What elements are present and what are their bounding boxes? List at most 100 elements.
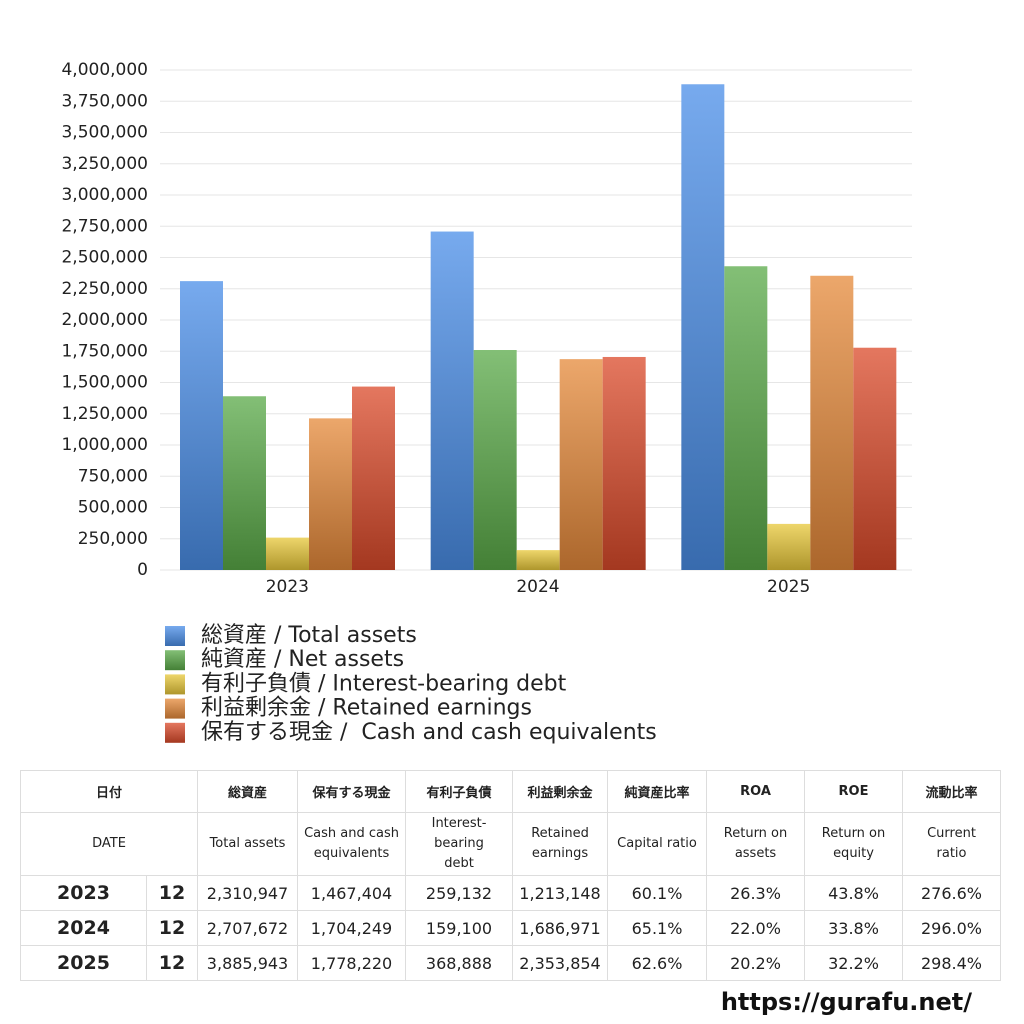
header-row: DATE Total assets Cash and cash equivalent… bbox=[19, 812, 1002, 876]
legend-swatch bbox=[165, 674, 185, 695]
bar bbox=[516, 550, 560, 570]
data-table: 日付 総資産 保有する現金 有利子負債 利益剰余金 純資産比率 ROA ROE 流動比率 DATE… bbox=[19, 770, 1002, 981]
bar bbox=[681, 84, 725, 570]
header-cell: Total assets bbox=[197, 812, 299, 876]
data-row: 2025 12 3,885,943 1,778,220 368,888 2,353,854… bbox=[20, 945, 1002, 981]
table-cell: 60.1% bbox=[607, 875, 708, 911]
y-tick-label: 3,000,000 bbox=[61, 185, 148, 205]
table-cell: 298.4% bbox=[902, 945, 1002, 981]
table-cell: 2,310,947 bbox=[197, 875, 299, 911]
y-tick-label: 1,000,000 bbox=[61, 435, 148, 455]
header-cell: Retained earnings bbox=[512, 812, 609, 876]
legend-swatch bbox=[165, 650, 185, 671]
bar bbox=[473, 350, 517, 570]
legend-label: 利益剰余金 / Retained earnings bbox=[201, 696, 532, 721]
bar bbox=[724, 266, 768, 570]
table-cell: 2023 bbox=[20, 875, 147, 911]
y-tick-label: 2,000,000 bbox=[61, 310, 148, 330]
legend-label: 純資産 / Net assets bbox=[201, 647, 404, 672]
legend-label: 保有する現金 / Cash and cash equivalents bbox=[201, 720, 657, 745]
bar bbox=[180, 281, 223, 570]
x-tick-label: 2024 bbox=[516, 577, 559, 597]
x-tick-label: 2023 bbox=[266, 577, 309, 597]
x-tick-label: 2025 bbox=[767, 577, 810, 597]
y-tick-label: 1,500,000 bbox=[61, 373, 148, 393]
table-cell: 2024 bbox=[20, 910, 147, 946]
header-cell: Interest- bearing debt bbox=[405, 812, 514, 876]
table-cell: 22.0% bbox=[706, 910, 806, 946]
header-cell: Cash and cash equivalents bbox=[297, 812, 407, 876]
y-tick-label: 1,250,000 bbox=[61, 404, 148, 424]
header-cell: Return on equity bbox=[804, 812, 904, 876]
table-cell: 3,885,943 bbox=[197, 945, 299, 981]
table-cell: 43.8% bbox=[804, 875, 904, 911]
header-cell: ROE bbox=[804, 770, 904, 813]
chart: 0 250,000 500,000 750,000 1,000,000 1,250,000… bbox=[61, 60, 912, 745]
y-tick-label: 2,500,000 bbox=[61, 248, 148, 268]
bar bbox=[559, 359, 603, 570]
header-cell: 有利子負債 bbox=[405, 770, 514, 813]
bar bbox=[853, 347, 897, 570]
bar bbox=[430, 231, 474, 570]
table-cell: 32.2% bbox=[804, 945, 904, 981]
header-cell: 日付 bbox=[19, 770, 199, 813]
bar bbox=[223, 396, 266, 570]
table-cell: 12 bbox=[145, 910, 199, 946]
y-tick-label: 1,750,000 bbox=[61, 341, 148, 361]
header-cell: Capital ratio bbox=[607, 812, 708, 876]
legend-swatch bbox=[165, 698, 185, 719]
table-cell: 2,353,854 bbox=[512, 945, 609, 981]
table-cell: 1,213,148 bbox=[512, 875, 609, 911]
header-cell: 総資産 bbox=[197, 770, 299, 813]
bar bbox=[266, 537, 309, 570]
table-cell: 2025 bbox=[20, 945, 147, 981]
table-cell: 1,778,220 bbox=[297, 945, 407, 981]
bar bbox=[767, 523, 811, 570]
y-tick-label: 2,250,000 bbox=[61, 279, 148, 299]
bar bbox=[309, 418, 352, 570]
footer-url: https://gurafu.net/ bbox=[720, 988, 972, 1016]
header-row: 日付 総資産 保有する現金 有利子負債 利益剰余金 純資産比率 ROA ROE 流動比率 bbox=[19, 770, 1002, 813]
y-tick-label: 3,250,000 bbox=[61, 154, 148, 174]
data-row: 2024 12 2,707,672 1,704,249 159,100 1,686,971… bbox=[20, 910, 1002, 946]
header-cell: DATE bbox=[19, 812, 199, 876]
table-cell: 62.6% bbox=[607, 945, 708, 981]
legend-swatch bbox=[165, 722, 185, 743]
table-cell: 1,704,249 bbox=[297, 910, 407, 946]
legend-swatch bbox=[165, 626, 185, 646]
table-cell: 12 bbox=[145, 875, 199, 911]
y-tick-label: 4,000,000 bbox=[61, 60, 148, 80]
table-cell: 276.6% bbox=[902, 875, 1002, 911]
bar bbox=[352, 386, 395, 570]
header-cell: Current ratio bbox=[902, 812, 1002, 876]
y-tick-label: 0 bbox=[137, 560, 148, 580]
header-cell: 純資産比率 bbox=[607, 770, 708, 813]
y-tick-label: 3,500,000 bbox=[61, 123, 148, 143]
table-cell: 20.2% bbox=[706, 945, 806, 981]
data-row: 2023 12 2,310,947 1,467,404 259,132 1,213,148… bbox=[20, 875, 1002, 911]
header-cell: 保有する現金 bbox=[297, 770, 407, 813]
legend-label: 有利子負債 / Interest-bearing debt bbox=[201, 671, 567, 696]
table-cell: 65.1% bbox=[607, 910, 708, 946]
y-tick-label: 3,750,000 bbox=[61, 91, 148, 111]
table-cell: 1,467,404 bbox=[297, 875, 407, 911]
header-cell: Return on assets bbox=[706, 812, 806, 876]
table-cell: 33.8% bbox=[804, 910, 904, 946]
table-cell: 159,100 bbox=[405, 910, 514, 946]
table-cell: 259,132 bbox=[405, 875, 514, 911]
y-tick-label: 250,000 bbox=[78, 529, 148, 549]
table-cell: 12 bbox=[145, 945, 199, 981]
y-tick-label: 2,750,000 bbox=[61, 216, 148, 236]
legend-label: 総資産 / Total assets bbox=[201, 623, 417, 648]
header-cell: ROA bbox=[706, 770, 806, 813]
header-cell: 流動比率 bbox=[902, 770, 1002, 813]
bar bbox=[810, 275, 854, 570]
table-cell: 296.0% bbox=[902, 910, 1002, 946]
table-cell: 26.3% bbox=[706, 875, 806, 911]
bar bbox=[602, 356, 646, 570]
table-cell: 1,686,971 bbox=[512, 910, 609, 946]
table-cell: 368,888 bbox=[405, 945, 514, 981]
header-cell: 利益剰余金 bbox=[512, 770, 609, 813]
y-tick-label: 750,000 bbox=[78, 466, 148, 486]
